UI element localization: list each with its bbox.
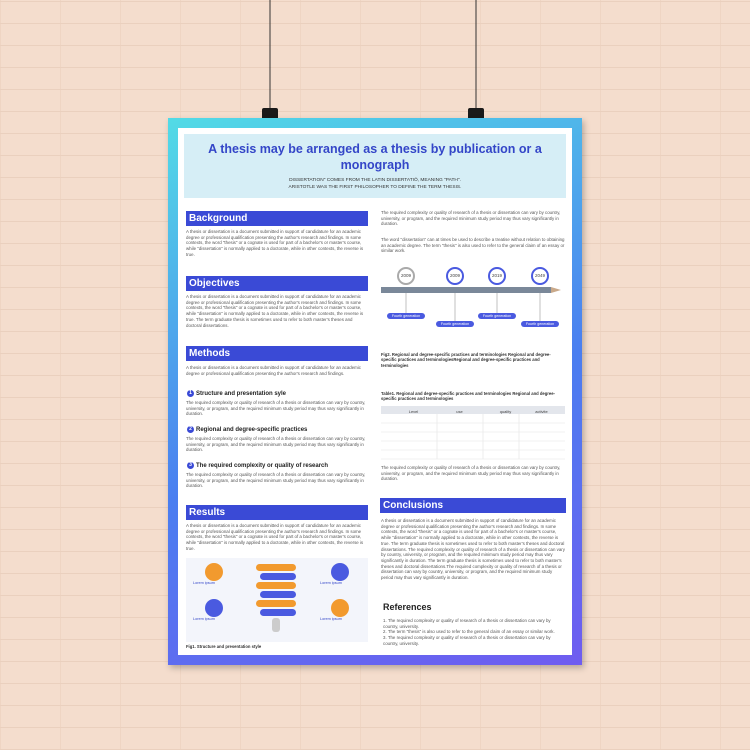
reference-text: The required complexity or quality of re…	[383, 635, 551, 646]
reference-list: 1. The required complexity or quality of…	[383, 618, 563, 647]
step-number: 1	[187, 390, 194, 397]
table-header-cell: activite	[535, 409, 548, 414]
results-figure	[186, 558, 368, 642]
subheading-text: Regional and degree-specific practices	[196, 427, 308, 434]
table-header-cell: quality	[499, 409, 512, 414]
paragraph: The word "dissertation" can at times be …	[381, 237, 565, 254]
title: A thesis may be arranged as a thesis by …	[208, 142, 542, 172]
reference-number: 2.	[383, 629, 387, 635]
paragraph: The required complexity or quality of re…	[186, 436, 366, 453]
timeline-year: 2009	[446, 267, 464, 285]
timeline-label: Fourth generation	[436, 321, 474, 327]
figure-caption: Fig2. Regional and degree-specific pract…	[381, 352, 551, 368]
section-heading: Results	[186, 505, 368, 520]
paragraph: The required complexity or quality of re…	[186, 400, 366, 417]
paragraph: A thesis or dissertation is a document s…	[186, 229, 364, 257]
hangers	[262, 0, 484, 122]
section-heading: Background	[186, 211, 368, 226]
subtitle-line: ARISTOTLE WAS THE FIRST PHILOSOPHER TO D…	[288, 184, 462, 190]
reference: 1. The required complexity or quality of…	[383, 618, 563, 629]
paragraph: The required complexity or quality of re…	[186, 472, 366, 489]
reference-number: 1.	[383, 618, 387, 623]
section-heading: Methods	[186, 346, 368, 361]
subheading-text: The required complexity or quality of re…	[196, 463, 329, 470]
timeline-year: 2009	[397, 267, 415, 285]
table-header	[381, 406, 565, 414]
section-heading: Objectives	[186, 276, 368, 291]
timeline-label: Fourth generation	[521, 321, 559, 327]
reference-number: 3.	[383, 635, 387, 641]
table-header-cell: Level	[408, 409, 419, 414]
timeline-year: 2049	[531, 267, 549, 285]
figure-label: Lorem ipsum	[193, 581, 215, 585]
subheading: 3 The required complexity or quality of r…	[187, 462, 328, 470]
figure-caption: Fig1. Structure and presentation style	[186, 644, 262, 649]
header-box	[184, 134, 566, 198]
table-caption: Table1. Regional and degree-specific pra…	[381, 391, 555, 402]
reference-text: The term "thesis" is also used to refer …	[387, 629, 555, 635]
subheading: 2 Regional and degree-specific practices	[187, 426, 307, 434]
reference: 3. The required complexity or quality of…	[383, 635, 563, 646]
timeline-label: Fourth generation	[387, 313, 425, 319]
section-heading: Conclusions	[380, 498, 566, 513]
paragraph: The required complexity or quality of re…	[381, 465, 561, 482]
table-header-cell: use	[456, 409, 463, 414]
paragraph: A thesis or dissertation is a document s…	[186, 294, 364, 328]
reference-text: The required complexity or quality of re…	[383, 618, 551, 629]
paragraph: A thesis or dissertation is a document s…	[381, 518, 565, 581]
paragraph: The required complexity or quality of re…	[381, 210, 561, 227]
timeline	[381, 287, 561, 324]
timeline-label: Fourth generation	[478, 313, 516, 319]
figure-label: Lorem ipsum	[193, 617, 215, 621]
subtitle: DISSERTATION" COMES FROM THE LATIN DISSE…	[184, 178, 566, 191]
paragraph: A thesis or dissertation is a document s…	[186, 365, 361, 376]
figure-label: Lorem ipsum	[320, 617, 342, 621]
paragraph: A thesis or dissertation is a document s…	[186, 523, 364, 551]
table-grid	[381, 414, 565, 460]
timeline-year: 2019	[488, 267, 506, 285]
subheading: 1 Structure and presentation syle	[187, 390, 286, 398]
subtitle-line: DISSERTATION" COMES FROM THE LATIN DISSE…	[289, 178, 461, 183]
reference: 2. The term "thesis" is also used to ref…	[383, 629, 563, 635]
references-heading: References	[383, 602, 432, 612]
step-number: 3	[187, 462, 194, 469]
step-number: 2	[187, 426, 194, 433]
figure-label: Lorem ipsum	[320, 581, 342, 585]
subheading-text: Structure and presentation syle	[196, 391, 287, 398]
